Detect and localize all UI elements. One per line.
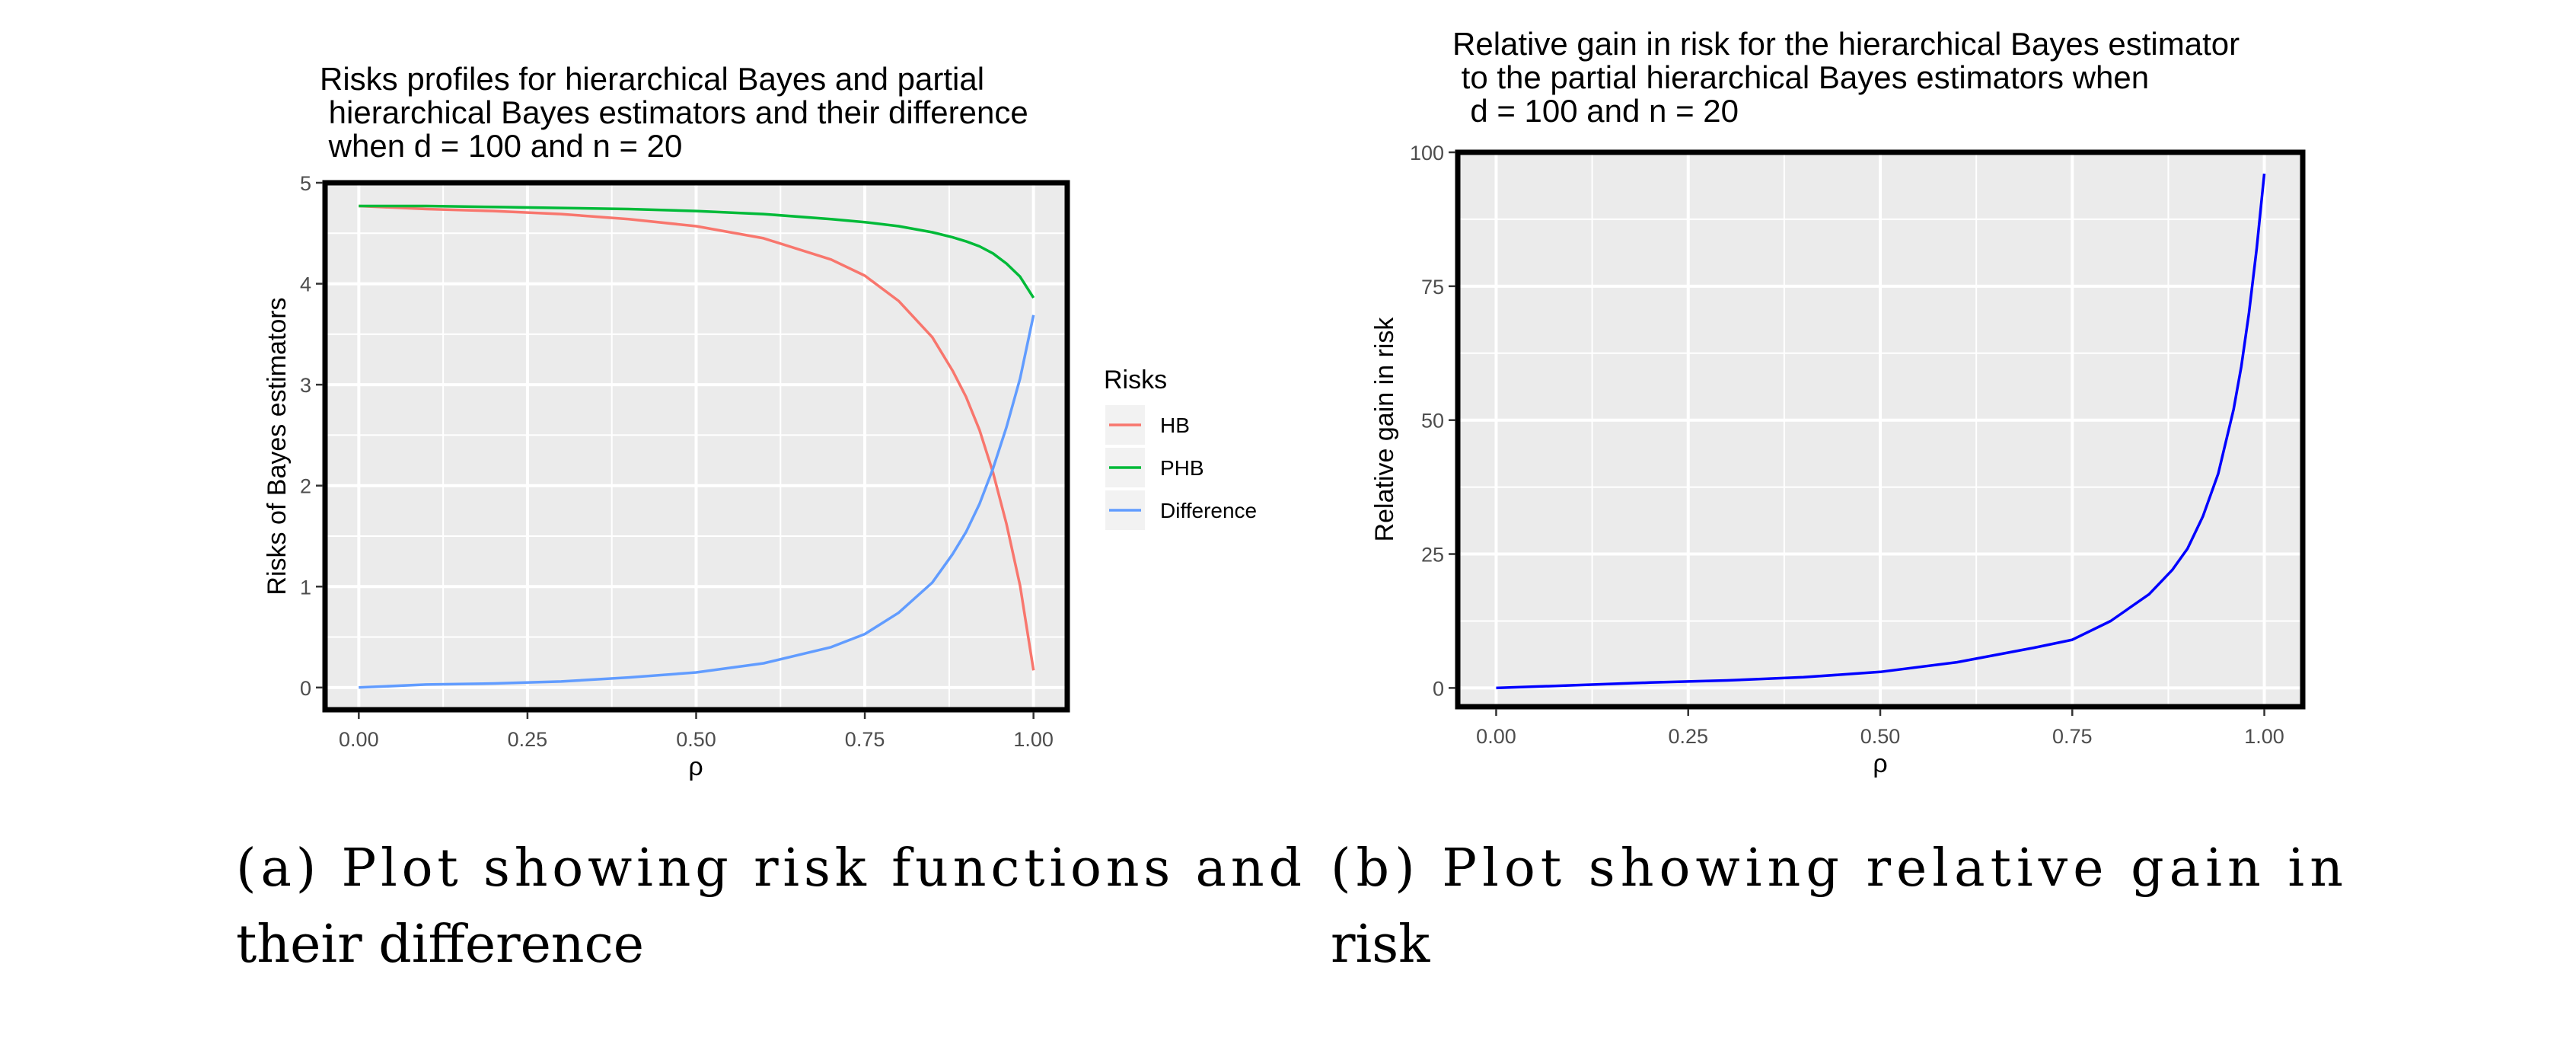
panel-a: Risks profiles for hierarchical Bayes an…: [263, 61, 1257, 781]
caption-b-line-2: risk: [1331, 915, 1430, 975]
chart-a-y-axis-label: Risks of Bayes estimators: [263, 297, 292, 595]
legend-label-difference: Difference: [1160, 499, 1257, 522]
chart-b-y-tick-label: 100: [1410, 142, 1444, 164]
chart-b-x-tick-label: 0.75: [2052, 725, 2093, 748]
chart-b-series-lines: [1496, 173, 2266, 690]
caption-a-line-2: their difference: [236, 915, 644, 975]
chart-a-x-tick-label: 0.50: [676, 728, 716, 751]
chart-b-plot-border: [1455, 149, 2306, 710]
caption-a-line-1: (a) Plot showing risk functions and: [236, 838, 1302, 899]
chart-b-x-tick-label: 0.25: [1668, 725, 1708, 748]
chart-a-title-line-3: when d = 100 and n = 20: [320, 128, 682, 164]
caption-b-line-1: (b) Plot showing relative gain in: [1331, 838, 2343, 899]
chart-a-legend: Risks HB PHB Difference: [1104, 366, 1257, 530]
chart-b-y-tick-label: 75: [1421, 276, 1444, 299]
chart-b-title-line-1: Relative gain in risk for the hierarchic…: [1452, 26, 2240, 62]
legend-label-hb: HB: [1160, 414, 1190, 437]
chart-a-x-tick-label: 0.25: [508, 728, 548, 751]
chart-a-x-tick-label: 1.00: [1013, 728, 1054, 751]
chart-a-line-phb: [359, 204, 1035, 299]
chart-a-line-difference: [359, 315, 1035, 689]
caption-b: (b) Plot showing relative gain in risk: [1331, 838, 2343, 975]
chart-a-x-axis-label: ρ: [688, 752, 703, 781]
chart-a-y-tick-label: 3: [300, 374, 311, 397]
caption-a: (a) Plot showing risk functions and thei…: [236, 838, 1302, 975]
chart-a-title-line-1: Risks profiles for hierarchical Bayes an…: [320, 61, 984, 97]
chart-b-y-tick-label: 25: [1421, 544, 1444, 567]
chart-b-y-tick-label: 0: [1433, 677, 1444, 700]
chart-b-y-axis-label: Relative gain in risk: [1370, 317, 1399, 542]
chart-b-y-tick-label: 50: [1421, 410, 1444, 433]
chart-a-y-tick-label: 1: [300, 576, 311, 599]
panel-b: Relative gain in risk for the hierarchic…: [1370, 26, 2306, 778]
legend-label-phb: PHB: [1160, 456, 1204, 480]
chart-b-x-tick-label: 0.00: [1476, 725, 1516, 748]
chart-a-title-line-2: hierarchical Bayes estimators and their …: [320, 94, 1028, 130]
chart-a-line-hb: [359, 204, 1035, 671]
legend-items: HB PHB Difference: [1105, 405, 1257, 530]
chart-a-ticks: 0.00 0.25 0.50 0.75 1.00 0 1 2 3 4 5: [300, 172, 1054, 751]
chart-b-title-line-3: d = 100 and n = 20: [1452, 93, 1739, 129]
chart-a-plot-border: [322, 180, 1070, 713]
chart-a-y-tick-label: 0: [300, 677, 311, 700]
chart-b-line-series-0: [1496, 173, 2266, 690]
chart-a-series-lines: [359, 204, 1035, 689]
chart-a-x-tick-label: 0.75: [845, 728, 885, 751]
chart-b-x-tick-label: 0.50: [1860, 725, 1901, 748]
chart-b-x-axis-label: ρ: [1873, 749, 1887, 778]
chart-a-x-tick-label: 0.00: [339, 728, 379, 751]
chart-b-ticks: 0.00 0.25 0.50 0.75 1.00 0 25 50 75 100: [1410, 142, 2284, 748]
chart-a-y-tick-label: 4: [300, 273, 311, 296]
chart-b-title-line-2: to the partial hierarchical Bayes estima…: [1452, 59, 2149, 95]
chart-b-x-tick-label: 1.00: [2244, 725, 2284, 748]
legend-title: Risks: [1104, 366, 1167, 394]
chart-a-y-tick-label: 2: [300, 475, 311, 498]
chart-a-y-tick-label: 5: [300, 172, 311, 195]
